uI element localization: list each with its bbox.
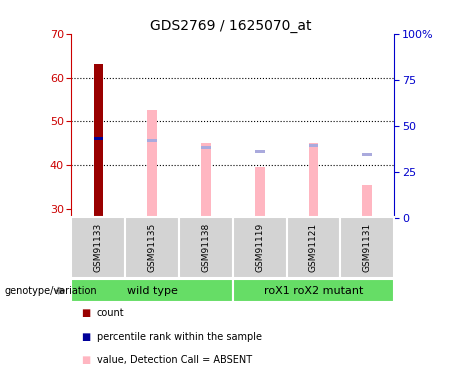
Bar [255, 150, 265, 153]
Text: genotype/variation: genotype/variation [5, 286, 97, 296]
Bar [255, 167, 265, 217]
Text: GSM91119: GSM91119 [255, 223, 264, 272]
Bar [148, 110, 157, 218]
Text: value, Detection Call = ABSENT: value, Detection Call = ABSENT [97, 356, 252, 365]
Text: count: count [97, 308, 124, 318]
Text: GSM91138: GSM91138 [201, 223, 210, 272]
Text: GSM91131: GSM91131 [363, 223, 372, 272]
Bar [340, 217, 394, 278]
Bar [201, 143, 211, 218]
Bar [71, 217, 125, 278]
Bar [148, 140, 157, 142]
Text: ■: ■ [81, 332, 90, 342]
Bar [362, 153, 372, 156]
Bar [233, 279, 394, 302]
Text: percentile rank within the sample: percentile rank within the sample [97, 332, 262, 342]
Text: ■: ■ [81, 356, 90, 365]
Bar [362, 185, 372, 218]
Text: GSM91135: GSM91135 [148, 223, 157, 272]
Bar [233, 217, 287, 278]
Bar [179, 217, 233, 278]
Bar [71, 279, 233, 302]
Bar [125, 217, 179, 278]
Text: roX1 roX2 mutant: roX1 roX2 mutant [264, 286, 363, 296]
Text: GSM91121: GSM91121 [309, 223, 318, 272]
Bar [287, 217, 340, 278]
Bar [94, 137, 103, 140]
Bar [309, 143, 318, 218]
Bar [201, 146, 211, 149]
Text: GSM91133: GSM91133 [94, 223, 103, 272]
Bar [94, 64, 103, 218]
Text: GDS2769 / 1625070_at: GDS2769 / 1625070_at [150, 19, 311, 33]
Text: wild type: wild type [127, 286, 177, 296]
Text: ■: ■ [81, 308, 90, 318]
Bar [309, 144, 318, 147]
